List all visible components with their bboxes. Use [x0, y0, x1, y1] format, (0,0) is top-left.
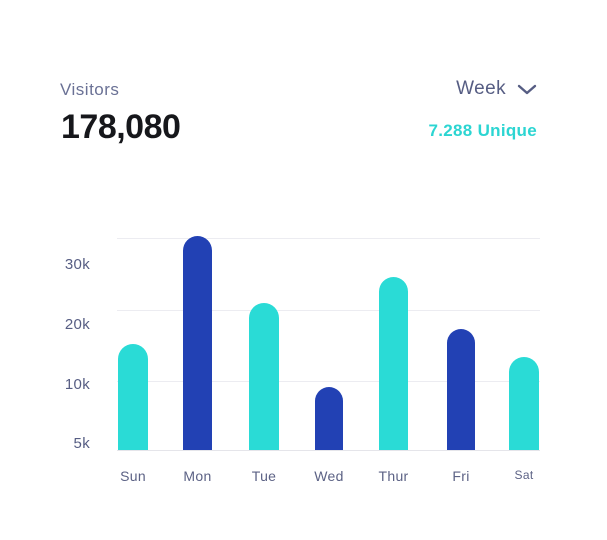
card-title: Visitors [60, 80, 120, 99]
bar-thur [379, 277, 408, 450]
bar-fri [447, 329, 475, 450]
bar-sat [509, 357, 539, 450]
period-dropdown[interactable]: Week [456, 76, 537, 102]
y-tick-20k: 20k [64, 316, 90, 333]
x-tick-sat: Sat [514, 468, 534, 482]
bar-wed [315, 387, 343, 450]
bar-sun [118, 344, 148, 450]
x-tick-tue: Tue [251, 468, 277, 484]
x-tick-fri: Fri [452, 468, 470, 484]
bar-mon [183, 236, 212, 450]
chevron-down-icon [517, 84, 537, 95]
unique-visitors-count: 7.288 Unique [428, 121, 537, 140]
x-tick-wed: Wed [314, 468, 344, 484]
gridline [117, 238, 540, 239]
y-tick-10k: 10k [64, 376, 90, 393]
x-tick-sun: Sun [120, 468, 146, 484]
visitors-total: 178,080 [61, 108, 181, 146]
x-axis-line [117, 450, 540, 451]
plot-area: Sun Mon Tue Wed Thur Fri Sat [117, 232, 540, 484]
x-tick-thur: Thur [378, 468, 409, 484]
y-tick-30k: 30k [64, 256, 90, 273]
gridline [117, 381, 540, 382]
x-tick-mon: Mon [183, 468, 212, 484]
bar-tue [249, 303, 279, 450]
period-dropdown-label: Week [456, 78, 506, 99]
y-tick-5k: 5k [73, 435, 90, 452]
gridline [117, 310, 540, 311]
